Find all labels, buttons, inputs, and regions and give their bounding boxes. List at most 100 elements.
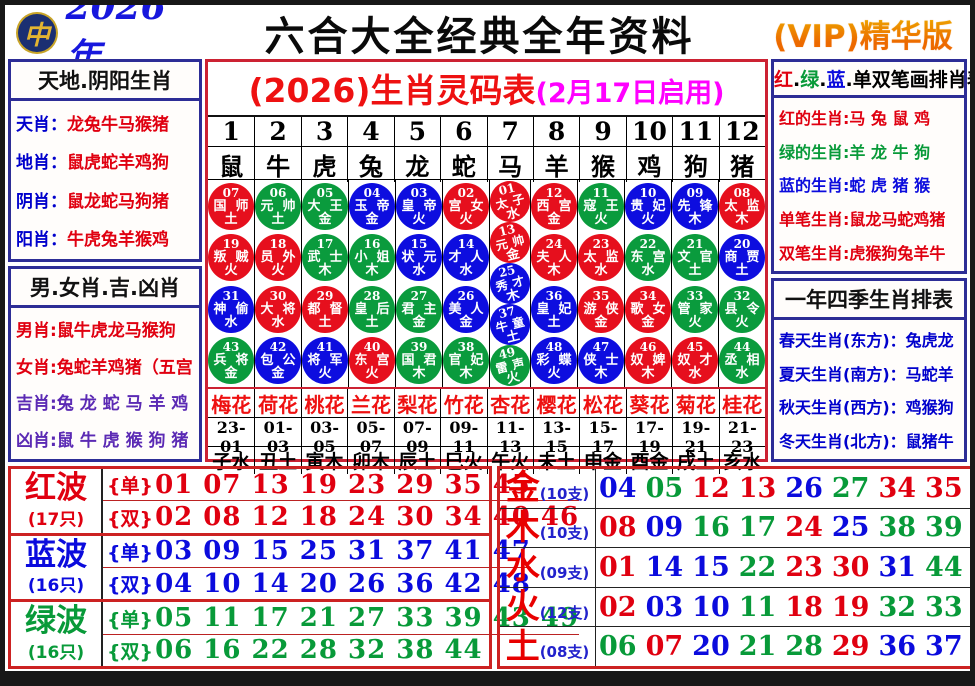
ball-column: 11 寇王火 23 太监水 35 游侠金 47 侠士木: [577, 180, 624, 387]
group-value: 鼠 牛 虎 猴 狗 猪: [56, 431, 189, 452]
number-ball: 19 叛贼火: [208, 234, 254, 282]
element-number: 18: [785, 591, 823, 623]
number-ball: 48 彩蝶火: [531, 336, 577, 384]
ball-column: 01 太子水 13 元帅金 25 秀才木 37 牛童土 49 雷声火: [485, 176, 535, 391]
wave-number-row: {双} 06 16 22 28 32 38 44: [103, 633, 580, 666]
ball-title-char: 奴: [630, 352, 644, 368]
number-ball: 32 县令火: [719, 285, 765, 333]
element-numbers: 020310111819323340414849: [596, 588, 970, 627]
element-number: 12: [692, 472, 730, 504]
ball-title-char: 叛: [213, 250, 227, 266]
ball-element: 木: [641, 365, 655, 381]
emblem-icon: 中: [16, 12, 58, 54]
ball-title-char: 才: [699, 352, 713, 368]
ball-title: 大将: [260, 303, 295, 316]
ball-title-char: 人: [470, 250, 484, 266]
group-label: 吉肖:: [16, 394, 57, 415]
zodiac-group-row: 女肖:兔蛇羊鸡猪（五宫: [16, 353, 194, 378]
number-ball: 49 雷声火: [485, 340, 535, 391]
number-ball: 37 牛童土: [485, 299, 535, 350]
wave-label: 绿波 (16只): [11, 602, 103, 667]
element-number: 07: [645, 631, 684, 663]
ball-title-char: 皇: [536, 301, 550, 317]
element-number: 31: [878, 551, 917, 583]
ball-element: 水: [594, 263, 608, 279]
ball-number: 15: [410, 237, 428, 252]
ball-title-char: 兵: [213, 352, 227, 368]
ball-number: 09: [686, 186, 704, 201]
male-female-box: 男.女肖.吉.凶肖 男肖:鼠牛虎龙马猴狗 女肖:兔蛇羊鸡猪（五宫 吉肖:兔 龙 蛇 …: [8, 266, 202, 462]
flower-label: 竹花: [440, 389, 486, 418]
color-zodiac-row: 双笔生肖:虎猴狗兔羊牛: [779, 244, 946, 264]
wave-number-row: {单} 03 09 15 25 31 37 41 47: [103, 536, 531, 567]
element-label: 金 (10支): [500, 469, 596, 508]
ball-number: 26: [457, 288, 475, 303]
ball-number: 46: [639, 339, 657, 354]
ball-column: 03 皇帝火 15 状元水 27 君主金 39 国君木: [395, 180, 442, 387]
ball-number: 04: [363, 186, 381, 201]
number-ball: 33 管家火: [672, 285, 718, 333]
wave-name: 红波: [25, 470, 87, 507]
ball-title-char: 大: [307, 199, 321, 215]
element-number: 45: [972, 552, 975, 583]
odd-even-tag: {单}: [107, 541, 154, 564]
ball-title-char: 小: [354, 250, 368, 266]
wave-label: 蓝波 (16只): [11, 535, 103, 600]
ball-element: 水: [271, 314, 285, 330]
ball-title-char: 将: [235, 352, 249, 368]
number-ball: 22 东宫水: [625, 234, 671, 282]
right-sidebar: 红.绿.蓝.单双笔画排肖表 红的生肖:马 兔 鼠 鸡绿的生肖:羊 龙 牛 狗蓝的…: [771, 59, 970, 462]
ball-number: 36: [545, 288, 563, 303]
element-number: 06: [599, 631, 637, 663]
element-row: 土 (08支) 06 07 20 21 28 29 36 37: [500, 626, 970, 666]
four-seasons-rows: 春天生肖(东方)：兔虎龙 夏天生肖(南方)：马蛇羊 秋天生肖(西方)：鸡猴狗 冬天生肖…: [774, 320, 964, 459]
ball-element: 金: [594, 314, 608, 330]
ball-title: 太监: [583, 251, 618, 264]
ball-number: 16: [363, 237, 381, 252]
wave-rows: {单} 01 07 13 19 23 29 35 45 {双} 02 08 12 18…: [103, 469, 580, 533]
five-elements-panel: 金(10支)04051213262734354243木(10支)08091617…: [497, 466, 975, 669]
ball-element: 木: [318, 263, 332, 279]
ball-element: 金: [459, 314, 473, 330]
ball-title-char: 督: [329, 301, 343, 317]
ball-element: 木: [735, 212, 749, 228]
animal-label: 蛇: [440, 147, 486, 182]
element-number: 25: [831, 512, 870, 544]
column-numbers-row: 1 2 3 4 5 6 7 8 9 10 11 12: [208, 117, 765, 146]
ball-title-char: 公: [282, 352, 296, 368]
ball-number: 41: [316, 339, 334, 354]
element-row: 水(09支)011415222330314445: [500, 547, 975, 587]
header-segment: .: [819, 69, 827, 91]
group-value: 鼠牛虎龙马猴狗: [56, 320, 176, 341]
ball-number: 18: [269, 237, 287, 252]
element-number: 04: [599, 472, 637, 504]
ball-number: 48: [545, 339, 563, 354]
ball-number: 43: [222, 339, 240, 354]
ball-title: 叛贼: [213, 251, 248, 264]
element-numbers: 06 07 20 21 28 29 36 37: [596, 627, 970, 666]
hour-range: 07-09: [393, 418, 440, 456]
number-ball: 09 先锋木: [672, 183, 718, 231]
ball-title: 员外: [260, 251, 295, 264]
season-zodiac-row: 秋天生肖(西方)：鸡猴狗: [779, 398, 954, 418]
column-number: 8: [532, 117, 579, 146]
ball-title-char: 东: [630, 250, 644, 266]
element-number: 46: [972, 512, 975, 543]
ball-title-char: 西: [536, 199, 550, 215]
odd-even-tag: {双}: [107, 574, 154, 597]
ball-title-char: 美: [448, 301, 462, 317]
number-ball: 38 官妃木: [443, 336, 489, 384]
animal-label: 鸡: [625, 147, 672, 182]
ball-title: 武士: [307, 251, 342, 264]
ball-title-char: 皇: [401, 199, 415, 215]
wave-number-row: {双} 02 08 12 18 24 30 34 40 46: [103, 500, 580, 532]
wave-group: 红波 (17只) {单} 01 07 13 19 23 29 35 45 {双} 02 0…: [11, 469, 580, 533]
group-label: 女肖:: [16, 357, 57, 378]
animal-label: 狗: [672, 147, 718, 182]
number-ball: 08 太监木: [719, 183, 765, 231]
ball-number: 05: [316, 186, 334, 201]
ball-number: 03: [410, 186, 428, 201]
ball-title-char: 贾: [746, 250, 760, 266]
